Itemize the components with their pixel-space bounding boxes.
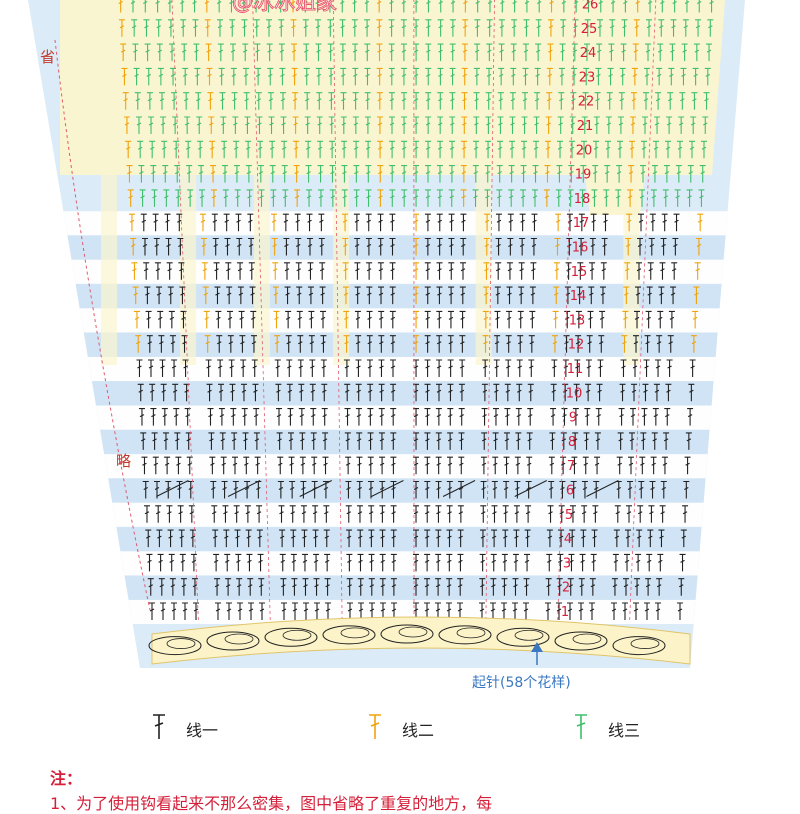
- side-label-upper: 省: [40, 48, 55, 66]
- yellow-strip: [476, 175, 492, 365]
- row-number: 18: [574, 192, 591, 207]
- row-band: [120, 551, 699, 575]
- legend-line-one: 线一: [148, 712, 268, 742]
- row-number: 5: [565, 508, 573, 523]
- row-number: 23: [579, 70, 596, 85]
- legend-line-three: 线三: [570, 712, 690, 742]
- row-number: 7: [567, 459, 575, 474]
- row-number: 20: [576, 143, 593, 158]
- row-number: 1: [561, 605, 569, 620]
- row-number: 24: [580, 46, 597, 61]
- row-number: 4: [564, 532, 572, 547]
- row-band: [116, 527, 701, 551]
- row-number: 26: [582, 0, 599, 13]
- note-line: 1、为了使用钩看起来不那么密集，图中省略了重复的地方，每: [50, 790, 492, 814]
- row-number: 12: [568, 338, 585, 353]
- legend-label: 线三: [608, 717, 640, 741]
- side-label-lower: 略: [116, 452, 131, 470]
- stitch-icon: [570, 712, 592, 742]
- row-number: 3: [563, 556, 571, 571]
- row-number: 6: [566, 484, 574, 499]
- legend-label: 线二: [402, 717, 434, 741]
- stitch-icon: [148, 712, 170, 742]
- row-number: 25: [581, 22, 598, 37]
- yellow-strip: [101, 175, 117, 365]
- row-band: [125, 576, 698, 600]
- row-number: 14: [570, 289, 587, 304]
- row-number: 17: [573, 216, 590, 231]
- watermark-text: @冰冰姐家: [232, 0, 337, 14]
- note-title: 注：: [50, 765, 82, 789]
- row-number: 13: [569, 313, 586, 328]
- start-chain-label: 起针(58个花样): [472, 672, 571, 692]
- legend-line-two: 线二: [364, 712, 484, 742]
- row-band: [92, 381, 714, 405]
- row-number: 10: [566, 386, 583, 401]
- row-number: 21: [577, 119, 594, 134]
- row-number: 8: [568, 435, 576, 450]
- stitch-icon: [364, 712, 386, 742]
- row-band: [84, 333, 718, 357]
- row-band: [104, 454, 707, 478]
- row-number: 15: [571, 265, 588, 280]
- row-number: 16: [572, 241, 589, 256]
- row-band: [96, 406, 712, 430]
- yellow-strip: [180, 175, 196, 365]
- legend-label: 线一: [186, 717, 218, 741]
- row-number: 9: [569, 411, 577, 426]
- row-number: 22: [578, 95, 595, 110]
- row-number: 2: [562, 581, 570, 596]
- row-number: 11: [567, 362, 584, 377]
- row-number: 19: [575, 168, 592, 183]
- row-band: [112, 503, 703, 527]
